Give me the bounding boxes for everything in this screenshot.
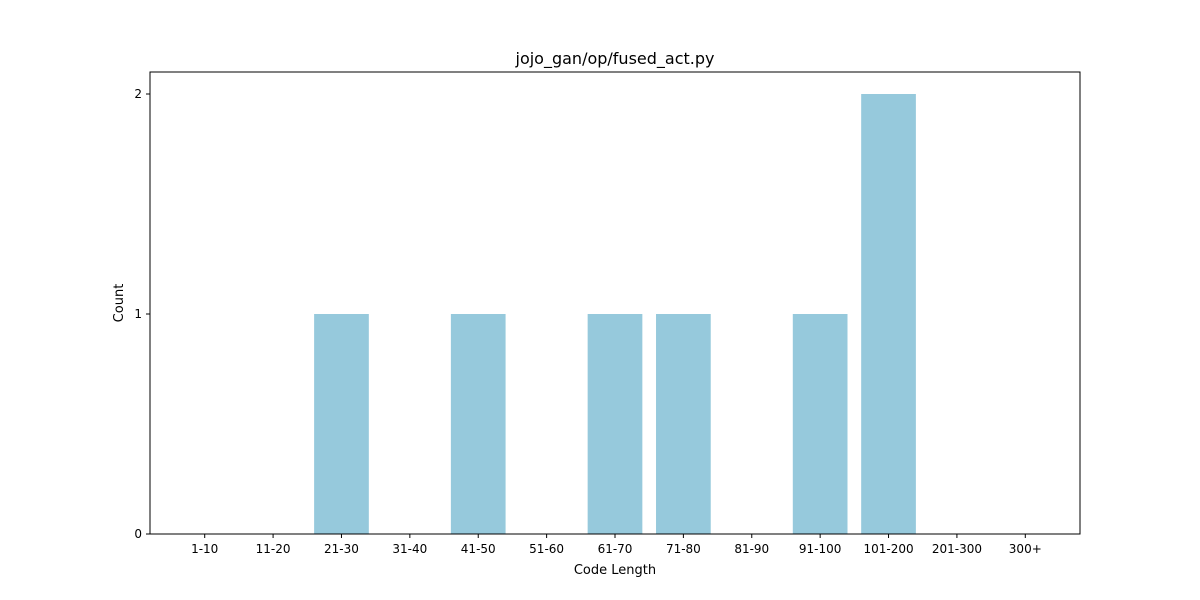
plot-area-frame — [149, 71, 1081, 535]
x-tick-label: 61-70 — [598, 542, 633, 556]
x-tick-label: 71-80 — [666, 542, 701, 556]
x-tick-label: 41-50 — [461, 542, 496, 556]
chart-title: jojo_gan/op/fused_act.py — [515, 49, 715, 69]
x-tick-label: 201-300 — [932, 542, 982, 556]
x-tick-label: 21-30 — [324, 542, 359, 556]
x-tick-label: 300+ — [1009, 542, 1042, 556]
x-tick-label: 1-10 — [191, 542, 218, 556]
y-axis-label: Count — [112, 284, 127, 323]
x-tick-label: 91-100 — [799, 542, 842, 556]
y-axis-ticks: 0 1 2 — [134, 87, 150, 541]
bars-group — [314, 94, 916, 534]
y-tick-label: 1 — [134, 307, 142, 321]
y-tick-label: 2 — [134, 87, 142, 101]
y-tick-label: 0 — [134, 527, 142, 541]
x-tick-label: 101-200 — [863, 542, 913, 556]
bar-41-50 — [450, 314, 506, 534]
bar-101-200 — [861, 94, 916, 534]
x-axis-label: Code Length — [574, 563, 656, 578]
x-axis-ticks: 1-10 11-20 21-30 31-40 41-50 51-60 61-70 71-80 8… — [191, 534, 1042, 556]
x-tick-label: 51-60 — [529, 542, 564, 556]
bar-61-70 — [587, 314, 643, 534]
x-tick-label: 11-20 — [256, 542, 291, 556]
bar-71-80 — [656, 314, 711, 534]
bar-91-100 — [792, 314, 848, 534]
bar-21-30 — [314, 314, 369, 534]
x-tick-label: 31-40 — [392, 542, 427, 556]
x-tick-label: 81-90 — [734, 542, 769, 556]
